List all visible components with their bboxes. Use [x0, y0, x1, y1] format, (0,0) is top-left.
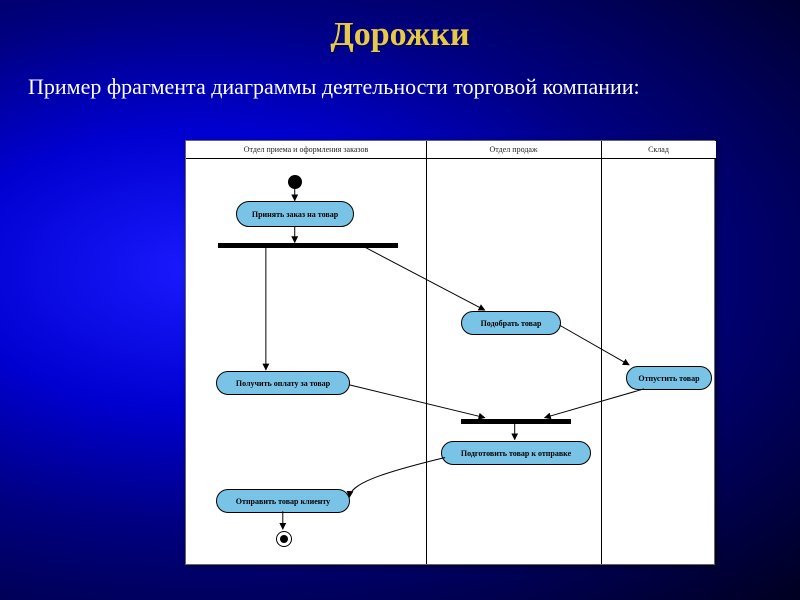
edge — [349, 458, 445, 498]
activity-select-goods: Подобрать товар — [461, 311, 561, 335]
edge — [349, 385, 484, 418]
lane-header-2: Отдел продаж — [426, 141, 601, 159]
final-node — [276, 531, 292, 547]
slide-subtitle: Пример фрагмента диаграммы деятельности … — [28, 72, 748, 102]
activity-diagram: Отдел приема и оформления заказов Отдел … — [185, 140, 715, 565]
activity-accept-order: Принять заказ на товар — [236, 201, 354, 227]
activity-receive-payment: Получить оплату за товар — [216, 371, 350, 395]
lane-header-3: Склад — [601, 141, 716, 159]
initial-node — [288, 175, 302, 189]
final-node-inner — [280, 535, 288, 543]
lane-divider — [426, 141, 427, 564]
lane-divider — [601, 141, 602, 564]
lane-header-1: Отдел приема и оформления заказов — [186, 141, 426, 159]
activity-ship-to-client: Отправить товар клиенту — [216, 489, 350, 513]
fork-bar — [218, 243, 398, 248]
activity-release-goods: Отпустить товар — [626, 366, 712, 390]
edge — [545, 389, 645, 418]
edge — [559, 325, 629, 365]
join-bar — [461, 419, 571, 424]
activity-prepare-shipment: Подготовить товар к отправке — [441, 441, 591, 465]
slide-title: Дорожки — [0, 0, 800, 54]
